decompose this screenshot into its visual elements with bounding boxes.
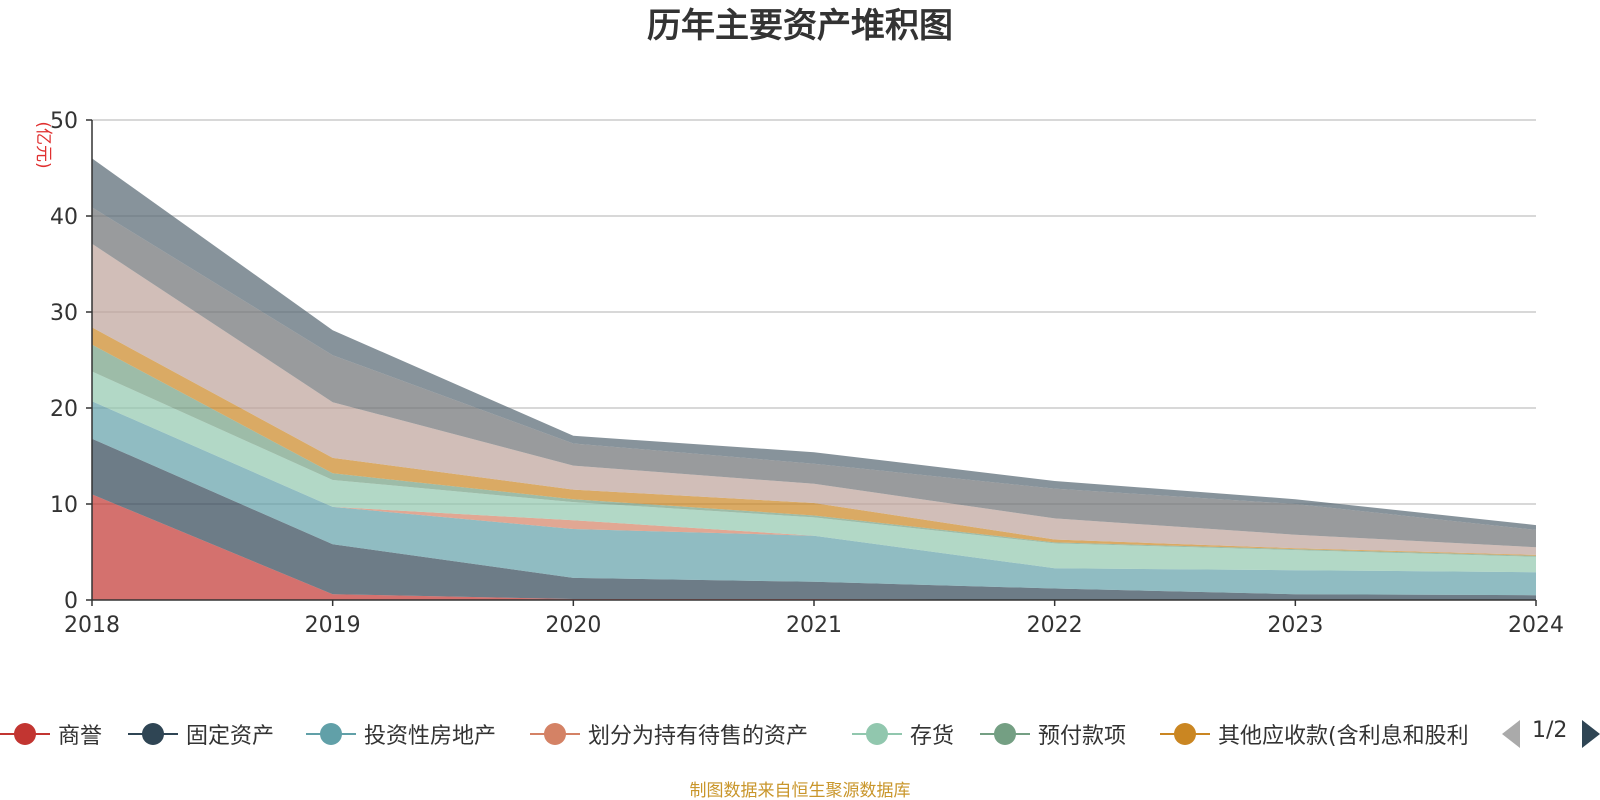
legend-label: 固定资产 (186, 724, 275, 749)
legend-marker (530, 722, 580, 746)
legend-item-inventory[interactable]: 存货 (852, 714, 962, 754)
legend: 商誉 固定资产 投资性房地产 划分为持有待售的资产 存货 预付款项 其他应收款(… (0, 714, 1600, 758)
chart-title: 历年主要资产堆积图 (647, 6, 953, 46)
legend-dot (1174, 723, 1196, 745)
legend-marker (852, 722, 902, 746)
x-tick-label: 2020 (545, 613, 601, 638)
y-unit-label: (亿元) (33, 121, 53, 168)
y-tick-label: 40 (50, 205, 78, 230)
legend-dot (14, 723, 36, 745)
x-tick-label: 2021 (786, 613, 842, 638)
legend-marker (128, 722, 178, 746)
legend-item-fixed-assets[interactable]: 固定资产 (128, 714, 294, 754)
legend-marker (1160, 722, 1210, 746)
legend-label: 划分为持有待售的资产 (588, 724, 809, 749)
area-series (92, 401, 1536, 596)
y-tick-label: 10 (50, 493, 78, 518)
legend-label: 商誉 (58, 724, 103, 749)
legend-dot (994, 723, 1016, 745)
legend-marker (0, 722, 50, 746)
y-tick-label: 30 (50, 301, 78, 326)
legend-item-goodwill[interactable]: 商誉 (0, 714, 120, 754)
legend-dot (320, 723, 342, 745)
legend-dot (866, 723, 888, 745)
legend-label: 其他应收款(含利息和股利 (1218, 724, 1469, 749)
legend-marker (306, 722, 356, 746)
legend-marker (980, 722, 1030, 746)
y-tick-label: 0 (64, 589, 78, 614)
area-series (92, 243, 1536, 555)
x-tick-label: 2023 (1267, 613, 1323, 638)
legend-label: 投资性房地产 (364, 724, 497, 749)
legend-item-held-for-sale[interactable]: 划分为持有待售的资产 (530, 714, 840, 754)
source-note: 制图数据来自恒生聚源数据库 (689, 781, 911, 800)
x-tick-label: 2024 (1508, 613, 1564, 638)
x-tick-label: 2019 (305, 613, 361, 638)
legend-item-investment-property[interactable]: 投资性房地产 (306, 714, 516, 754)
y-tick-label: 20 (50, 397, 78, 422)
area-series (92, 327, 1536, 556)
area-series (92, 207, 1536, 548)
pager-next-icon[interactable] (1582, 720, 1600, 748)
pager-prev-icon[interactable] (1502, 720, 1520, 748)
area-series (92, 494, 1536, 600)
legend-pager: 1/2 (1500, 716, 1600, 752)
area-series (92, 371, 1536, 573)
legend-dot (142, 723, 164, 745)
x-tick-label: 2018 (64, 613, 120, 638)
legend-label: 预付款项 (1038, 724, 1127, 749)
legend-item-prepayments[interactable]: 预付款项 (980, 714, 1142, 754)
x-tick-label: 2022 (1027, 613, 1083, 638)
y-tick-label: 50 (50, 109, 78, 134)
legend-item-other-receivables[interactable]: 其他应收款(含利息和股利 (1160, 714, 1480, 754)
area-series (92, 158, 1536, 530)
legend-dot (544, 723, 566, 745)
legend-label: 存货 (910, 724, 955, 749)
pager-text: 1/2 (1532, 718, 1568, 743)
